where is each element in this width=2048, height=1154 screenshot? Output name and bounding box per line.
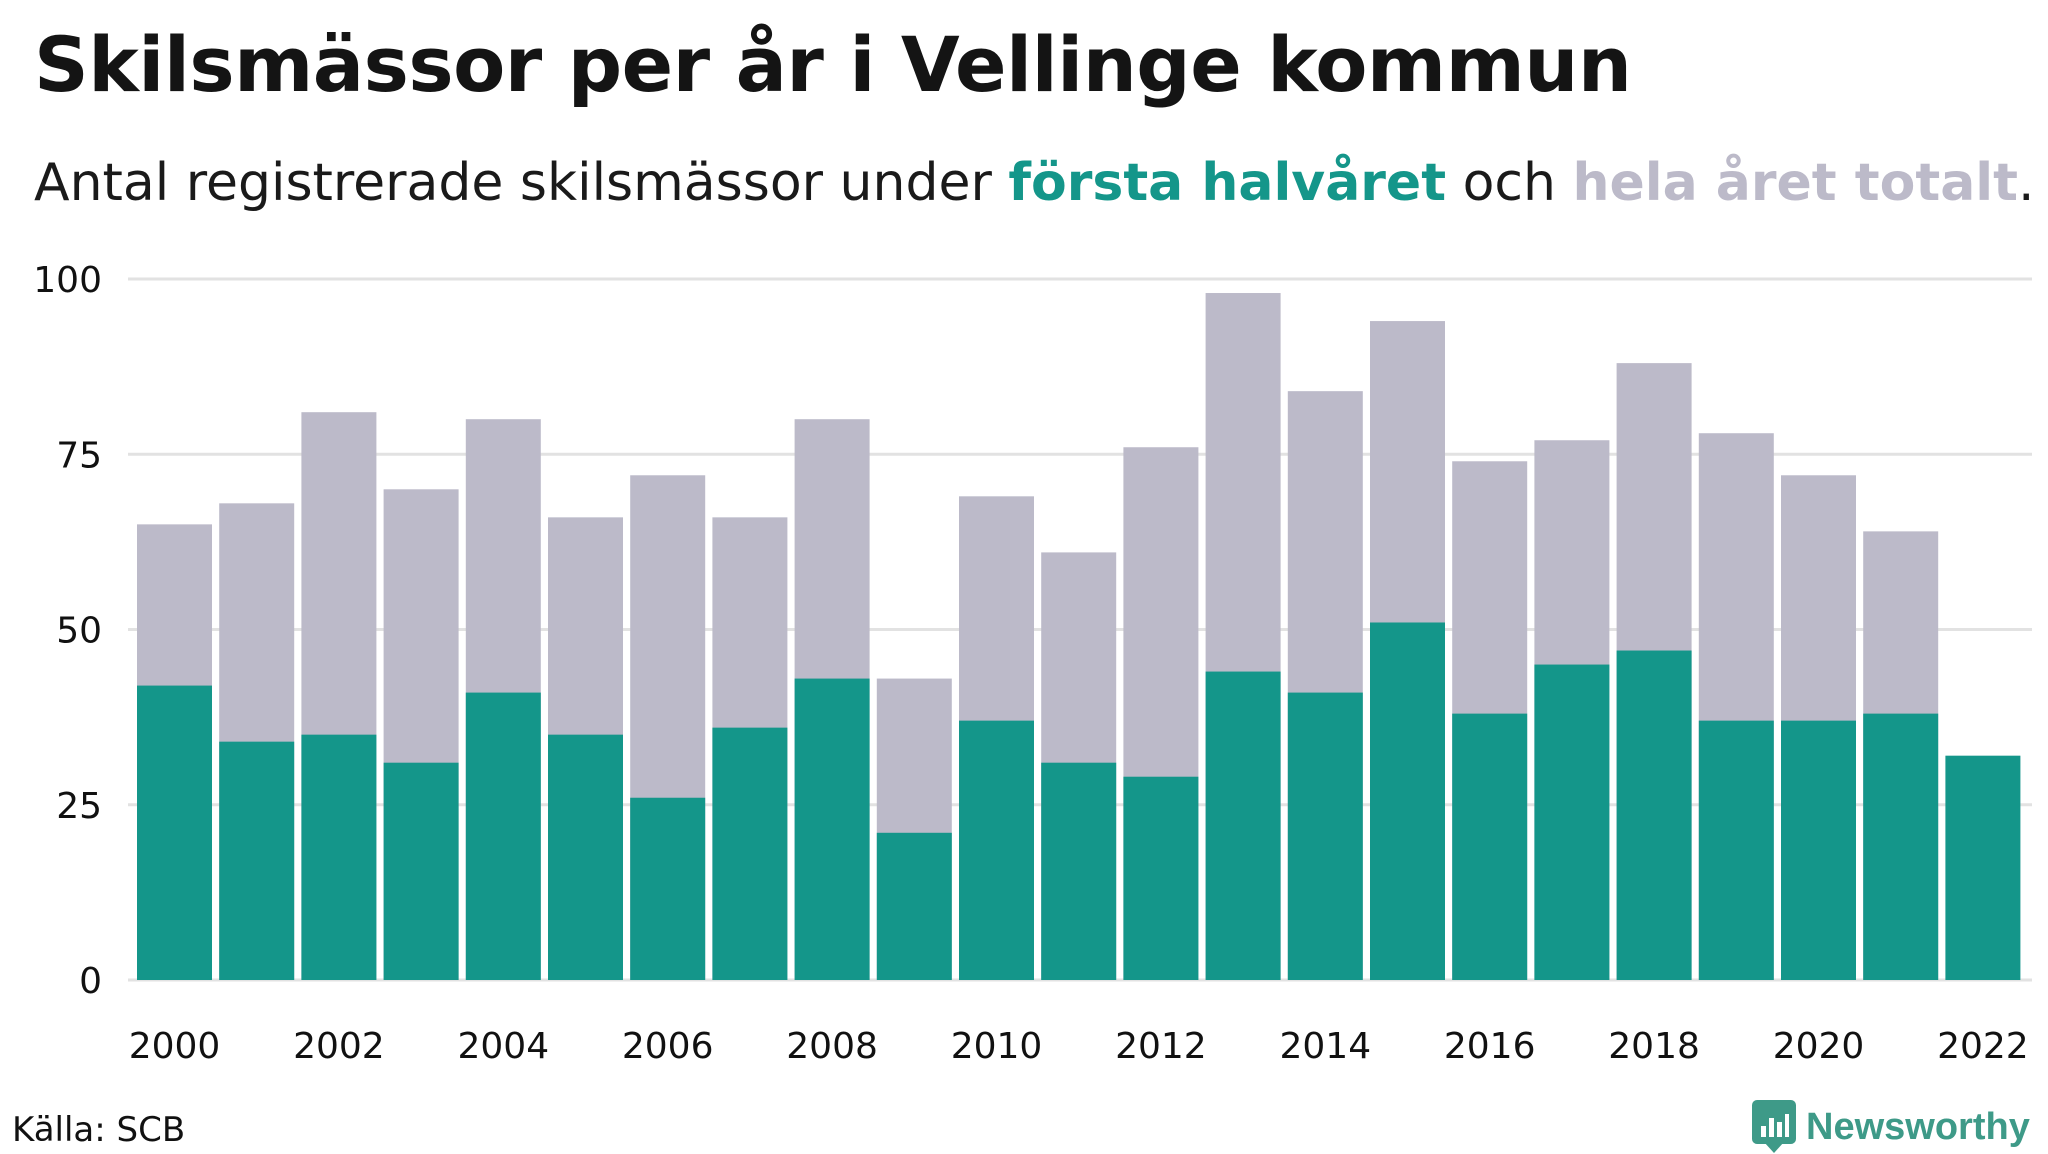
bar-first-half-2007 [712, 727, 788, 980]
bar-first-half-2013 [1205, 671, 1281, 980]
x-tick-label: 2002 [293, 1026, 385, 1067]
bar-first-half-2019 [1698, 720, 1774, 980]
bar-first-half-2014 [1287, 692, 1363, 980]
bar-first-half-2018 [1616, 650, 1692, 980]
chart-subtitle: Antal registrerade skilsmässor under för… [34, 153, 2035, 213]
x-tick-label: 2000 [129, 1026, 221, 1067]
bar-first-half-2017 [1534, 664, 1610, 980]
x-tick-label: 2004 [457, 1026, 549, 1067]
x-tick-label: 2012 [1115, 1026, 1207, 1067]
first-half-bars [137, 622, 2021, 980]
bar-first-half-2000 [137, 685, 212, 980]
legend-first-half: första halvåret [1008, 153, 1447, 213]
bar-first-half-2009 [876, 832, 952, 980]
brand-name: Newsworthy [1806, 1105, 2030, 1148]
x-tick-label: 2022 [1937, 1026, 2029, 1067]
y-tick-label: 75 [56, 435, 102, 476]
x-tick-label: 2008 [786, 1026, 878, 1067]
y-tick-label: 50 [56, 611, 102, 652]
x-tick-label: 2014 [1279, 1026, 1371, 1067]
x-axis-ticks: 2000 2002 2004 2006 2008 2010 2012 2014 2016 2018… [129, 1026, 2029, 1067]
bar-first-half-2002 [301, 734, 377, 980]
bar-first-half-2020 [1781, 720, 1856, 980]
y-tick-label: 0 [79, 961, 102, 1002]
bar-first-half-2001 [219, 741, 295, 980]
bar-first-half-2006 [630, 797, 706, 980]
bar-first-half-2012 [1123, 776, 1199, 980]
legend-full-year: hela året totalt [1572, 153, 2018, 213]
bar-first-half-2008 [794, 678, 870, 980]
bar-first-half-2011 [1041, 762, 1117, 980]
bar-first-half-2022 [1945, 755, 2021, 980]
bar-first-half-2004 [465, 692, 541, 980]
bar-first-half-2005 [548, 734, 623, 980]
newsworthy-bar-chart-icon [1752, 1100, 1796, 1153]
x-tick-label: 2010 [951, 1026, 1043, 1067]
subtitle-middle: och [1446, 153, 1573, 213]
y-tick-label: 25 [56, 786, 102, 827]
y-tick-label: 100 [33, 260, 102, 301]
source-note: Källa: SCB [12, 1110, 186, 1150]
brand-logo: Newsworthy [1752, 1100, 2030, 1154]
subtitle-prefix: Antal registrerade skilsmässor under [34, 153, 1009, 213]
chart-title: Skilsmässor per år i Vellinge kommun [34, 20, 1632, 109]
x-tick-label: 2016 [1444, 1026, 1536, 1067]
x-tick-label: 2006 [622, 1026, 714, 1067]
subtitle-suffix: . [2017, 153, 2035, 213]
x-tick-label: 2020 [1773, 1026, 1865, 1067]
bar-first-half-2016 [1452, 713, 1528, 980]
bar-first-half-2021 [1863, 713, 1939, 980]
bar-first-half-2015 [1370, 622, 1445, 980]
bar-first-half-2003 [383, 762, 459, 980]
x-tick-label: 2018 [1608, 1026, 1700, 1067]
y-axis-ticks: 0 25 50 75 100 [33, 260, 102, 1002]
bar-first-half-2010 [959, 720, 1034, 980]
